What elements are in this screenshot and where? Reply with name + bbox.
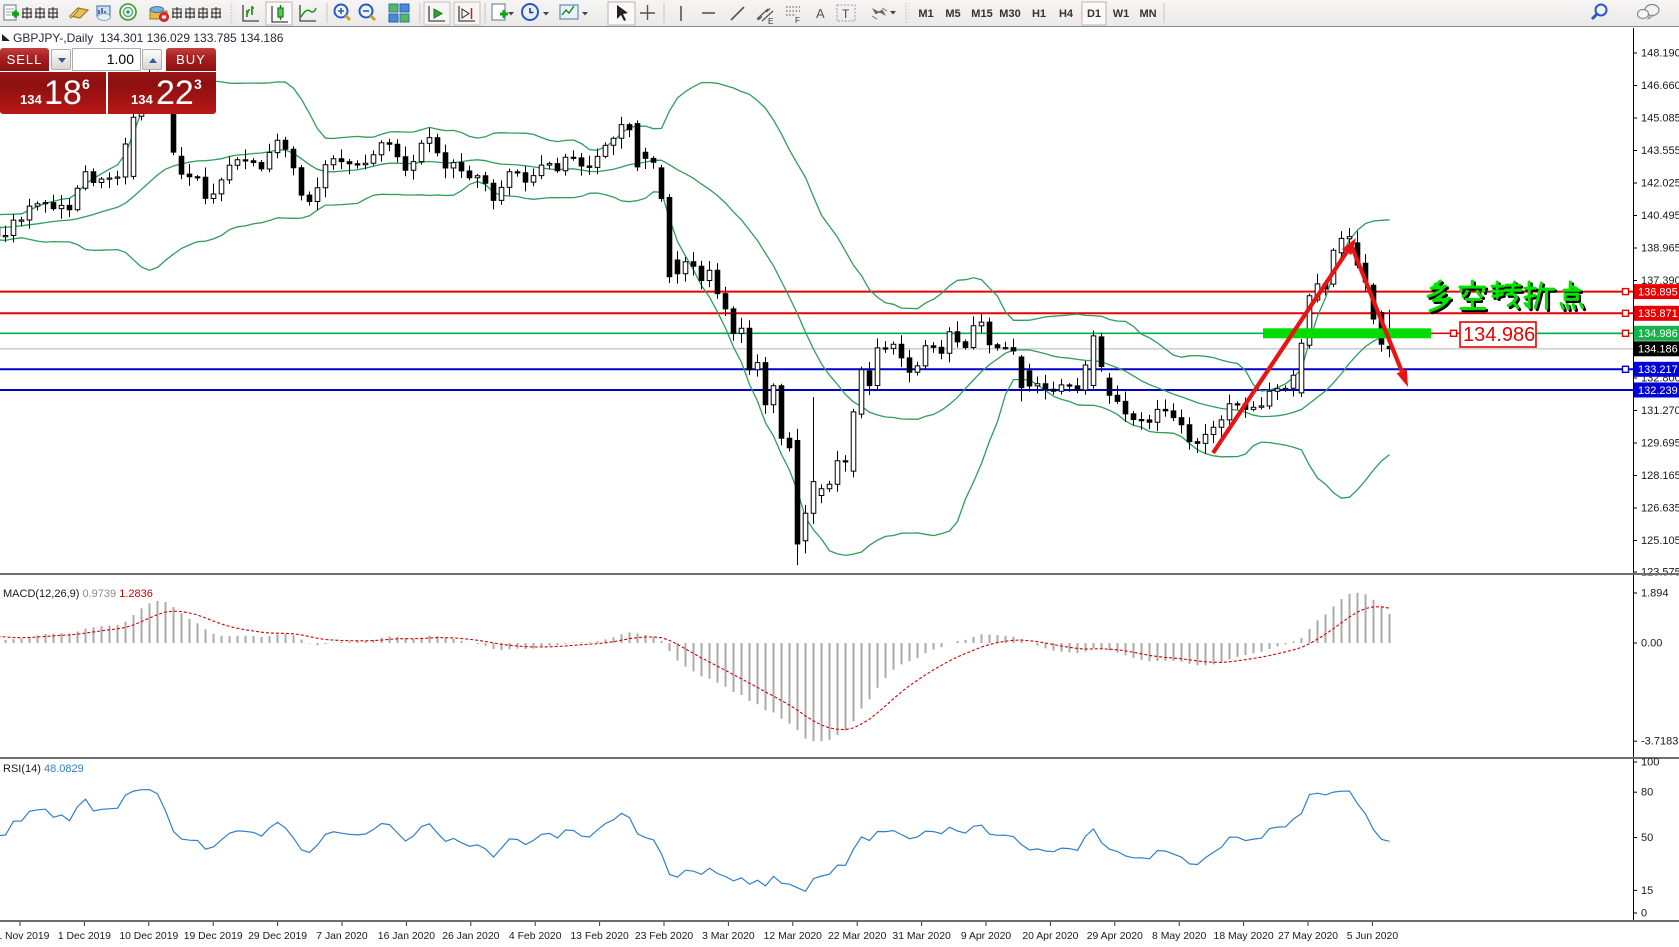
svg-text:RSI(14) 48.0829: RSI(14) 48.0829 <box>3 763 84 775</box>
svg-text:148.190: 148.190 <box>1641 48 1679 60</box>
svg-text:23 Feb 2020: 23 Feb 2020 <box>635 931 694 942</box>
svg-text:21 Nov 2019: 21 Nov 2019 <box>0 931 50 942</box>
svg-text:MACD(12,26,9) 0.9739 1.2836: MACD(12,26,9) 0.9739 1.2836 <box>3 588 153 600</box>
svg-text:100: 100 <box>1641 757 1659 769</box>
svg-text:4 Feb 2020: 4 Feb 2020 <box>509 931 562 942</box>
svg-text:50: 50 <box>1641 832 1653 844</box>
svg-text:29 Apr 2020: 29 Apr 2020 <box>1087 931 1143 942</box>
svg-text:H1: H1 <box>1032 8 1046 20</box>
svg-text:1.894: 1.894 <box>1641 588 1669 600</box>
svg-text:10 Dec 2019: 10 Dec 2019 <box>119 931 178 942</box>
svg-text:132.239: 132.239 <box>1638 385 1678 397</box>
svg-text:16 Jan 2020: 16 Jan 2020 <box>378 931 435 942</box>
svg-text:135.871: 135.871 <box>1638 308 1678 320</box>
svg-text:1 Dec 2019: 1 Dec 2019 <box>58 931 111 942</box>
svg-text:145.085: 145.085 <box>1641 113 1679 125</box>
svg-text:136.895: 136.895 <box>1638 286 1678 298</box>
svg-text:146.660: 146.660 <box>1641 80 1679 92</box>
svg-text:129.695: 129.695 <box>1641 438 1679 450</box>
svg-text:13 Feb 2020: 13 Feb 2020 <box>570 931 629 942</box>
svg-text:-3.7183: -3.7183 <box>1641 736 1678 748</box>
svg-text:0: 0 <box>1641 908 1647 920</box>
svg-text:W1: W1 <box>1113 8 1130 20</box>
svg-text:7 Jan 2020: 7 Jan 2020 <box>316 931 368 942</box>
svg-text:12 Mar 2020: 12 Mar 2020 <box>764 931 823 942</box>
svg-text:20 Apr 2020: 20 Apr 2020 <box>1022 931 1078 942</box>
svg-text:H4: H4 <box>1059 8 1074 20</box>
svg-text:19 Dec 2019: 19 Dec 2019 <box>184 931 243 942</box>
svg-text:142.025: 142.025 <box>1641 178 1679 190</box>
svg-text:T: T <box>842 7 850 21</box>
svg-text:5 Jun 2020: 5 Jun 2020 <box>1347 931 1399 942</box>
svg-text:0.00: 0.00 <box>1641 638 1662 650</box>
svg-text:18 May 2020: 18 May 2020 <box>1214 931 1274 942</box>
svg-text:134.186: 134.186 <box>1638 344 1678 356</box>
svg-text:E: E <box>768 17 773 26</box>
svg-text:F: F <box>795 16 800 25</box>
svg-text:M1: M1 <box>918 8 933 20</box>
svg-text:80: 80 <box>1641 787 1653 799</box>
svg-text:131.270: 131.270 <box>1641 405 1679 417</box>
svg-text:31 Mar 2020: 31 Mar 2020 <box>892 931 951 942</box>
svg-text:123.575: 123.575 <box>1641 567 1679 579</box>
svg-text:8 May 2020: 8 May 2020 <box>1152 931 1207 942</box>
svg-text:A: A <box>816 6 825 21</box>
svg-text:26 Jan 2020: 26 Jan 2020 <box>442 931 499 942</box>
svg-text:M5: M5 <box>945 8 960 20</box>
svg-text:D1: D1 <box>1087 8 1101 20</box>
svg-text:27 May 2020: 27 May 2020 <box>1278 931 1338 942</box>
svg-text:126.635: 126.635 <box>1641 503 1679 515</box>
svg-text:9 Apr 2020: 9 Apr 2020 <box>961 931 1011 942</box>
svg-text:125.105: 125.105 <box>1641 535 1679 547</box>
svg-text:137.390: 137.390 <box>1641 275 1679 287</box>
svg-text:29 Dec 2019: 29 Dec 2019 <box>248 931 307 942</box>
svg-text:128.165: 128.165 <box>1641 470 1679 482</box>
svg-text:M15: M15 <box>971 8 992 20</box>
svg-text:15: 15 <box>1641 885 1653 897</box>
svg-text:143.555: 143.555 <box>1641 145 1679 157</box>
svg-text:133.217: 133.217 <box>1638 364 1678 376</box>
svg-text:MN: MN <box>1139 8 1156 20</box>
svg-text:134.986: 134.986 <box>1638 328 1678 340</box>
svg-text:22 Mar 2020: 22 Mar 2020 <box>828 931 887 942</box>
svg-text:140.495: 140.495 <box>1641 210 1679 222</box>
svg-text:3 Mar 2020: 3 Mar 2020 <box>702 931 755 942</box>
svg-text:M30: M30 <box>999 8 1020 20</box>
svg-text:134.986: 134.986 <box>1463 324 1535 346</box>
svg-text:138.965: 138.965 <box>1641 243 1679 255</box>
